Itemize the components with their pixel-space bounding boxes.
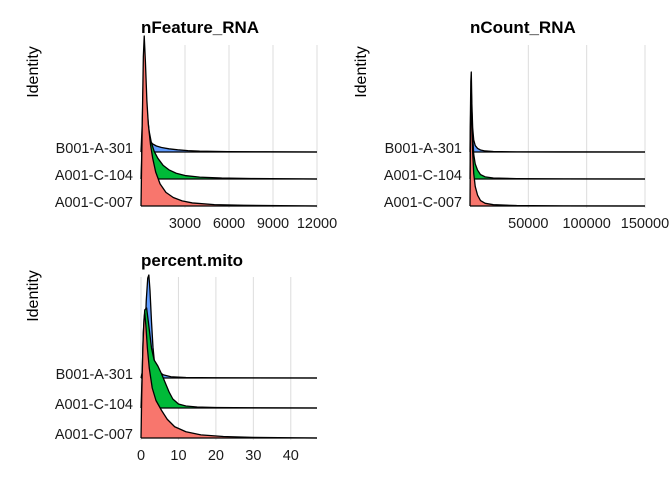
category-label: A001-C-007 [55,195,133,211]
x-tick-label: 50000 [508,216,548,232]
x-tick-label: 10 [170,448,186,464]
ridge-outline-B001-A-301 [140,274,318,379]
panel-2: percent.mito Identity A001-C-007 A001-C-104… [25,251,318,464]
category-label: A001-C-104 [55,397,133,413]
ridge-fill-A001-C-007 [141,36,317,206]
category-label: A001-C-007 [55,427,133,443]
category-label: B001-A-301 [385,141,462,157]
panel-title: percent.mito [141,251,243,270]
x-tick-label: 3000 [169,216,201,232]
category-label: A001-C-104 [55,168,133,184]
ridge-fill-A001-C-104 [141,64,317,179]
y-axis-label: Identity [25,46,42,98]
x-tick-label: 40 [283,448,299,464]
x-tick-label: 150000 [621,216,669,232]
ridge-outline-A001-C-007 [140,35,318,207]
panel-0: nFeature_RNA Identity A001-C-007 A001-C-104… [25,18,337,232]
panel-title: nCount_RNA [470,18,576,37]
category-label: B001-A-301 [56,141,133,157]
ridge-outline-A001-C-007 [140,312,318,439]
category-label: A001-C-104 [384,168,462,184]
x-tick-label: 9000 [257,216,289,232]
ridge-fill-A001-C-104 [141,308,317,408]
ridge-fill-A001-C-104 [470,91,645,179]
panel-title: nFeature_RNA [141,18,259,37]
ridge-outline-B001-A-301 [469,71,646,153]
ridge-fill-A001-C-007 [141,313,317,438]
category-label: B001-A-301 [56,367,133,383]
x-tick-label: 20 [208,448,224,464]
x-tick-label: 12000 [297,216,337,232]
x-tick-label: 30 [245,448,261,464]
category-label: A001-C-007 [384,195,462,211]
ridge-fill-B001-A-301 [470,72,645,152]
x-tick-label: 100000 [562,216,610,232]
y-axis-label: Identity [25,270,42,322]
y-axis-label: Identity [353,46,370,98]
ridge-outline-A001-C-104 [469,90,646,180]
x-tick-label: 0 [137,448,145,464]
ridge-outline-A001-C-104 [140,307,318,409]
x-tick-label: 6000 [213,216,245,232]
panel-1: nCount_RNA Identity A001-C-007 A001-C-104 B0… [353,18,669,232]
ridge-outline-A001-C-007 [469,97,646,207]
